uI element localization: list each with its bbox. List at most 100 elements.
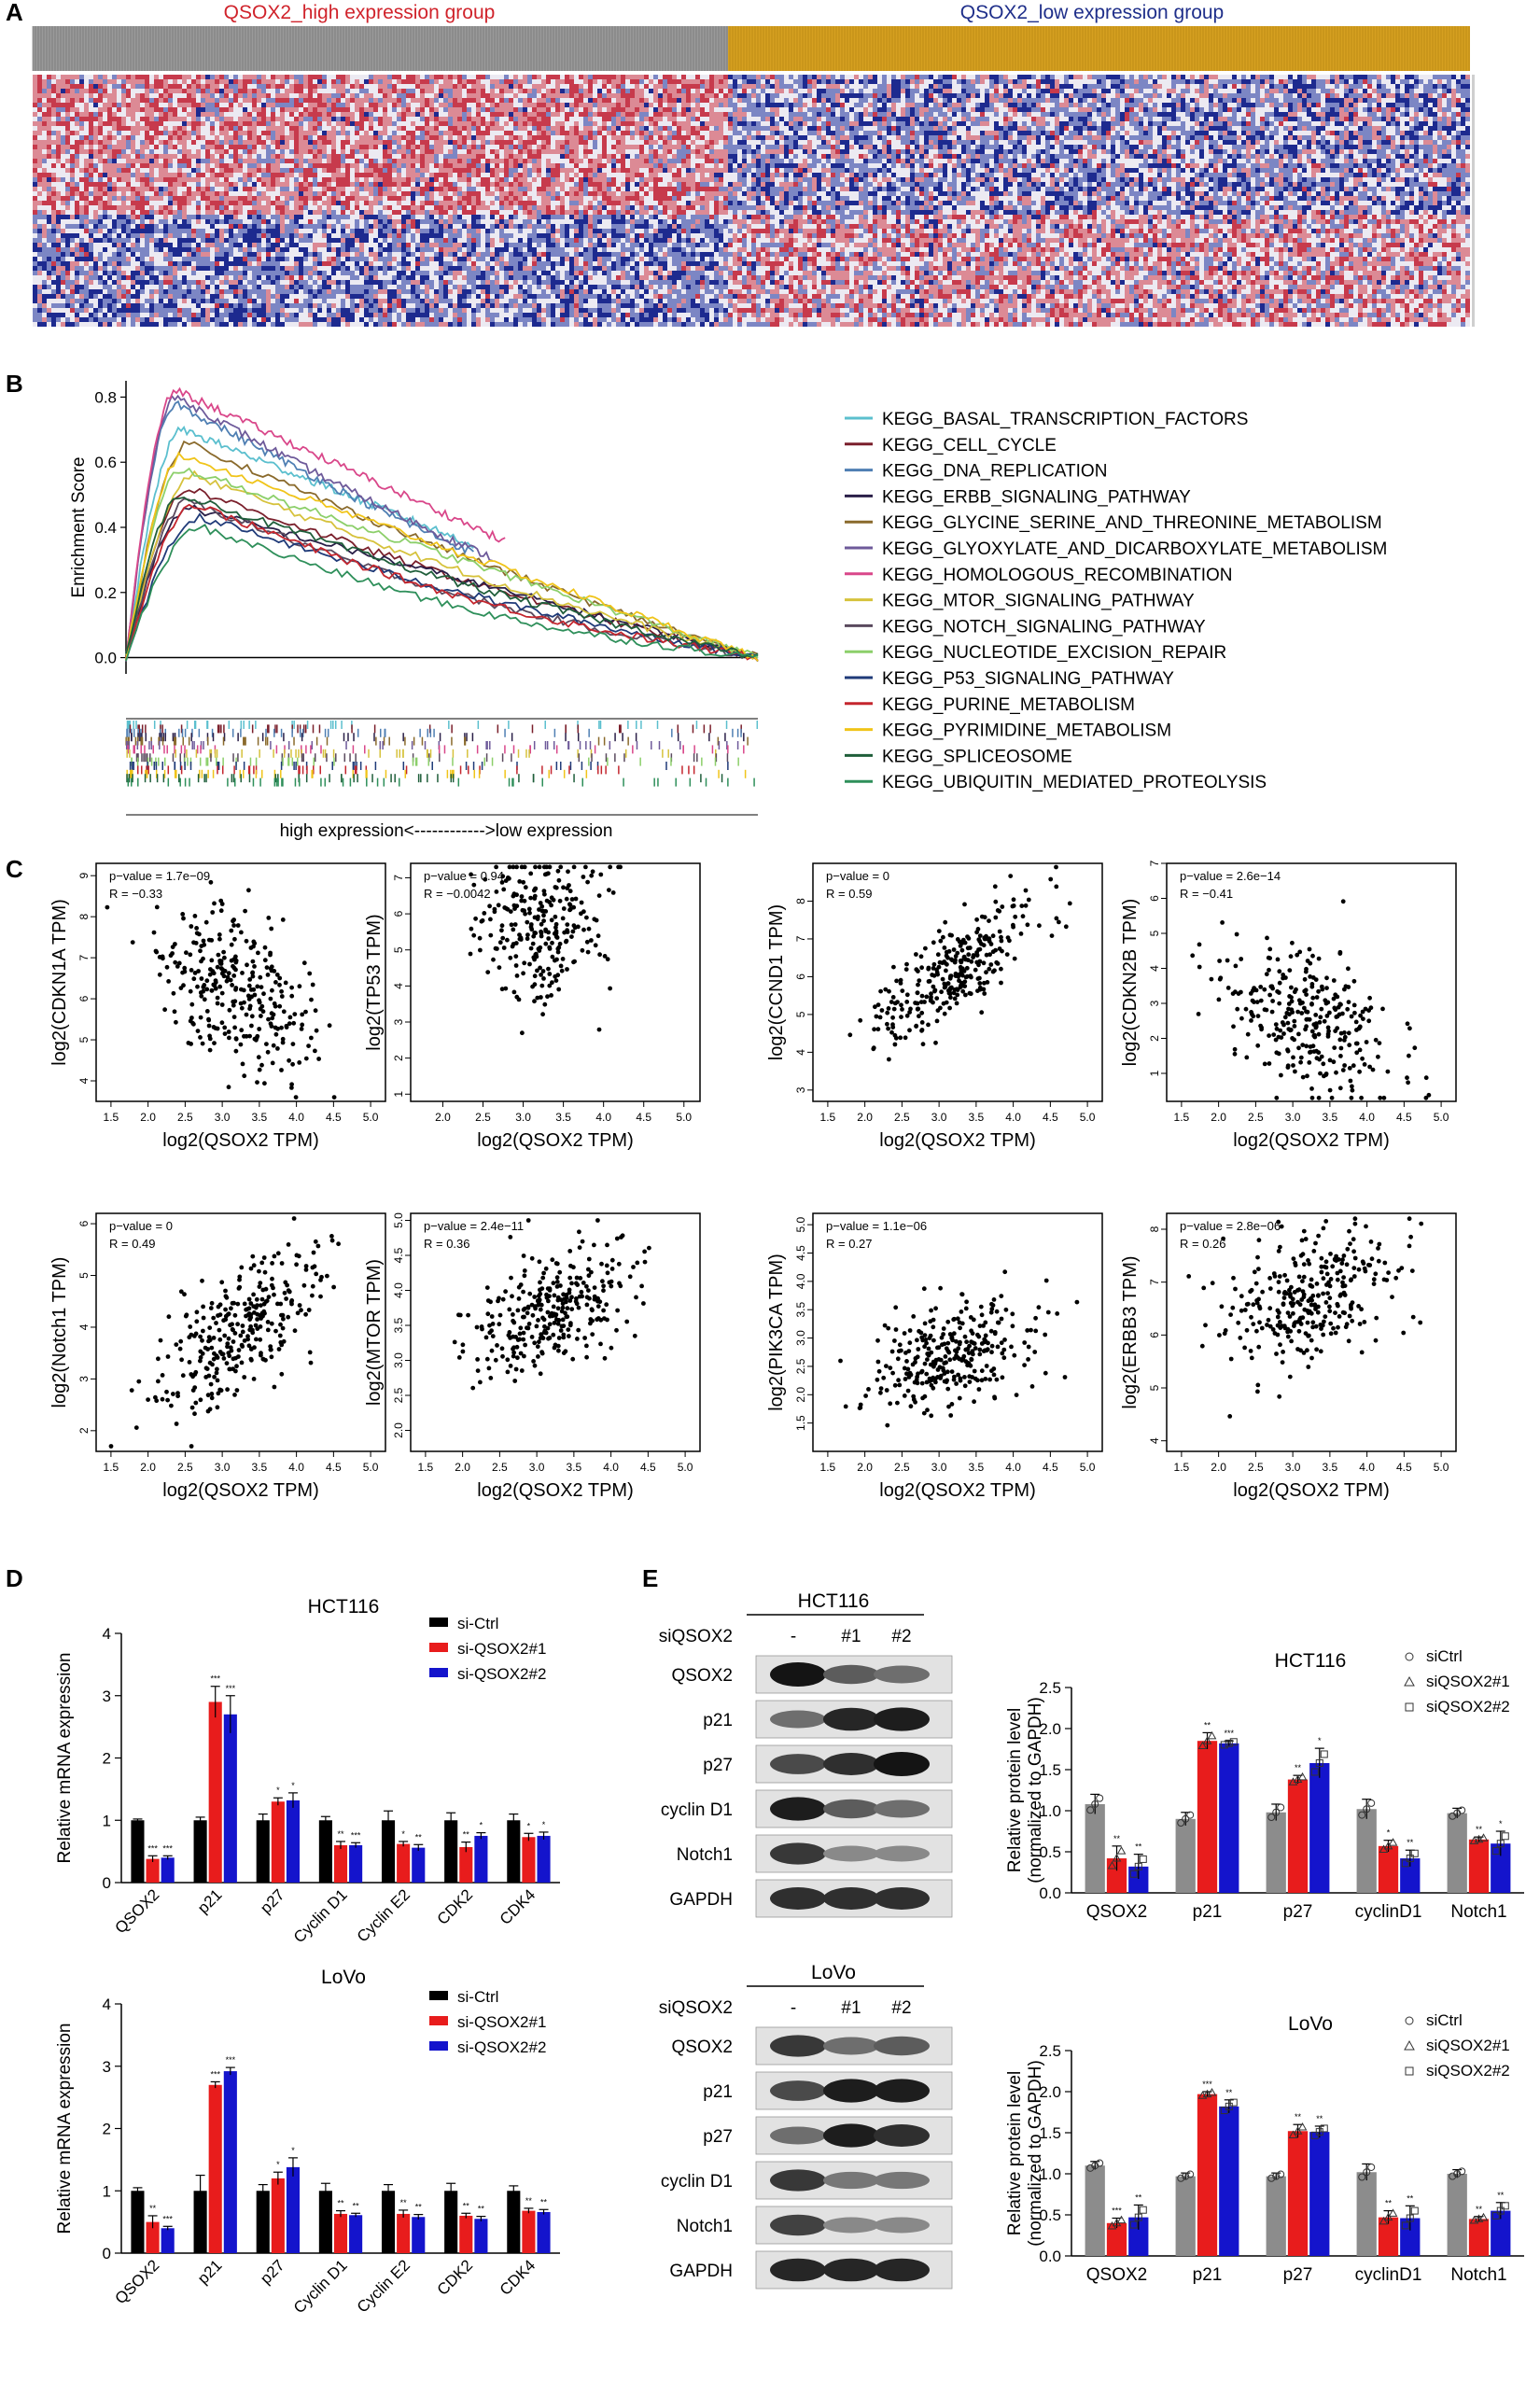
heatmap-cell [1344,79,1349,84]
heatmap-cell [93,79,98,84]
heatmap-cell [588,84,593,89]
heatmap-cell [159,75,163,79]
heatmap-cell [849,84,854,89]
heatmap-cell [1461,98,1465,103]
heatmap-cell [1367,89,1372,93]
heatmap-cell [1344,89,1349,93]
heatmap-cell [985,75,989,79]
heatmap-cell [630,79,635,84]
heatmap-cell [1022,79,1027,84]
heatmap-cell [1302,98,1307,103]
heatmap-cell [1008,75,1013,79]
heatmap-cell [611,75,616,79]
heatmap-cell [537,79,541,84]
heatmap-cell [476,103,481,107]
heatmap-cell [490,89,495,93]
heatmap-cell [1381,93,1386,98]
heatmap-cell [383,84,387,89]
heatmap-cell [229,75,233,79]
heatmap-cell [1073,75,1078,79]
heatmap-cell [793,98,798,103]
heatmap-cell [1423,98,1428,103]
heatmap-cell [1451,98,1456,103]
heatmap-cell [537,98,541,103]
heatmap-cell [457,89,462,93]
heatmap-cell [695,75,700,79]
heatmap-cell [117,103,121,107]
heatmap-cell [308,84,313,89]
heatmap-cell [411,75,415,79]
heatmap-cell [1339,93,1344,98]
heatmap-cell [803,98,807,103]
heatmap-cell [616,98,621,103]
heatmap-cell [1031,79,1036,84]
heatmap-cell [345,98,350,103]
heatmap-cell [247,79,252,84]
heatmap-cell [751,89,756,93]
heatmap-cell [1447,84,1451,89]
heatmap-cell [215,93,219,98]
heatmap-cell [387,98,392,103]
heatmap-cell [1139,84,1143,89]
heatmap-cell [33,84,37,89]
heatmap-cell [173,79,177,84]
heatmap-cell [79,93,84,98]
heatmap-cell [770,84,775,89]
heatmap-cell [1073,89,1078,93]
heatmap-cell [313,89,317,93]
heatmap-cell [89,84,93,89]
heatmap-cell [1428,79,1433,84]
heatmap-cell [266,103,271,107]
heatmap-cell [574,84,579,89]
heatmap-cell [299,103,303,107]
heatmap-cell [1321,75,1325,79]
heatmap-cell [401,98,406,103]
heatmap-cell [994,89,999,93]
heatmap-cell [667,84,672,89]
heatmap-cell [33,93,37,98]
heatmap-cell [117,84,121,89]
heatmap-cell [294,79,299,84]
heatmap-cell [289,89,294,93]
heatmap-cell [336,93,341,98]
heatmap-cell [1311,84,1316,89]
heatmap-cell [42,79,47,84]
heatmap-cell [1106,98,1111,103]
heatmap-cell [826,89,831,93]
heatmap-cell [1377,75,1381,79]
heatmap-cell [1129,89,1134,93]
heatmap-cell [700,93,705,98]
heatmap-cell [1237,98,1241,103]
heatmap-cell [1465,98,1470,103]
heatmap-cell [495,79,499,84]
heatmap-cell [224,84,229,89]
heatmap-cell [313,84,317,89]
heatmap-cell [42,98,47,103]
heatmap-cell [322,79,327,84]
heatmap-cell [1204,79,1209,84]
heatmap-cell [672,93,677,98]
heatmap-cell [1078,75,1083,79]
heatmap-cell [742,75,747,79]
heatmap-cell [322,98,327,103]
heatmap-cell [597,89,602,93]
heatmap-cell [667,79,672,84]
heatmap-cell [387,84,392,89]
heatmap-cell [1045,98,1050,103]
heatmap-cell [280,93,285,98]
heatmap-cell [663,103,667,107]
heatmap-cell [677,93,681,98]
heatmap-cell [691,89,695,93]
heatmap-cell [910,84,915,89]
heatmap-cell [1386,98,1391,103]
heatmap-cell [1139,89,1143,93]
heatmap-cell [429,93,434,98]
heatmap-cell [355,98,359,103]
heatmap-cell [1409,98,1414,103]
heatmap-cell [947,89,952,93]
heatmap-cell [154,103,159,107]
heatmap-cell [784,75,789,79]
heatmap-cell [397,103,401,107]
heatmap-cell [1316,93,1321,98]
heatmap-cell [1367,75,1372,79]
